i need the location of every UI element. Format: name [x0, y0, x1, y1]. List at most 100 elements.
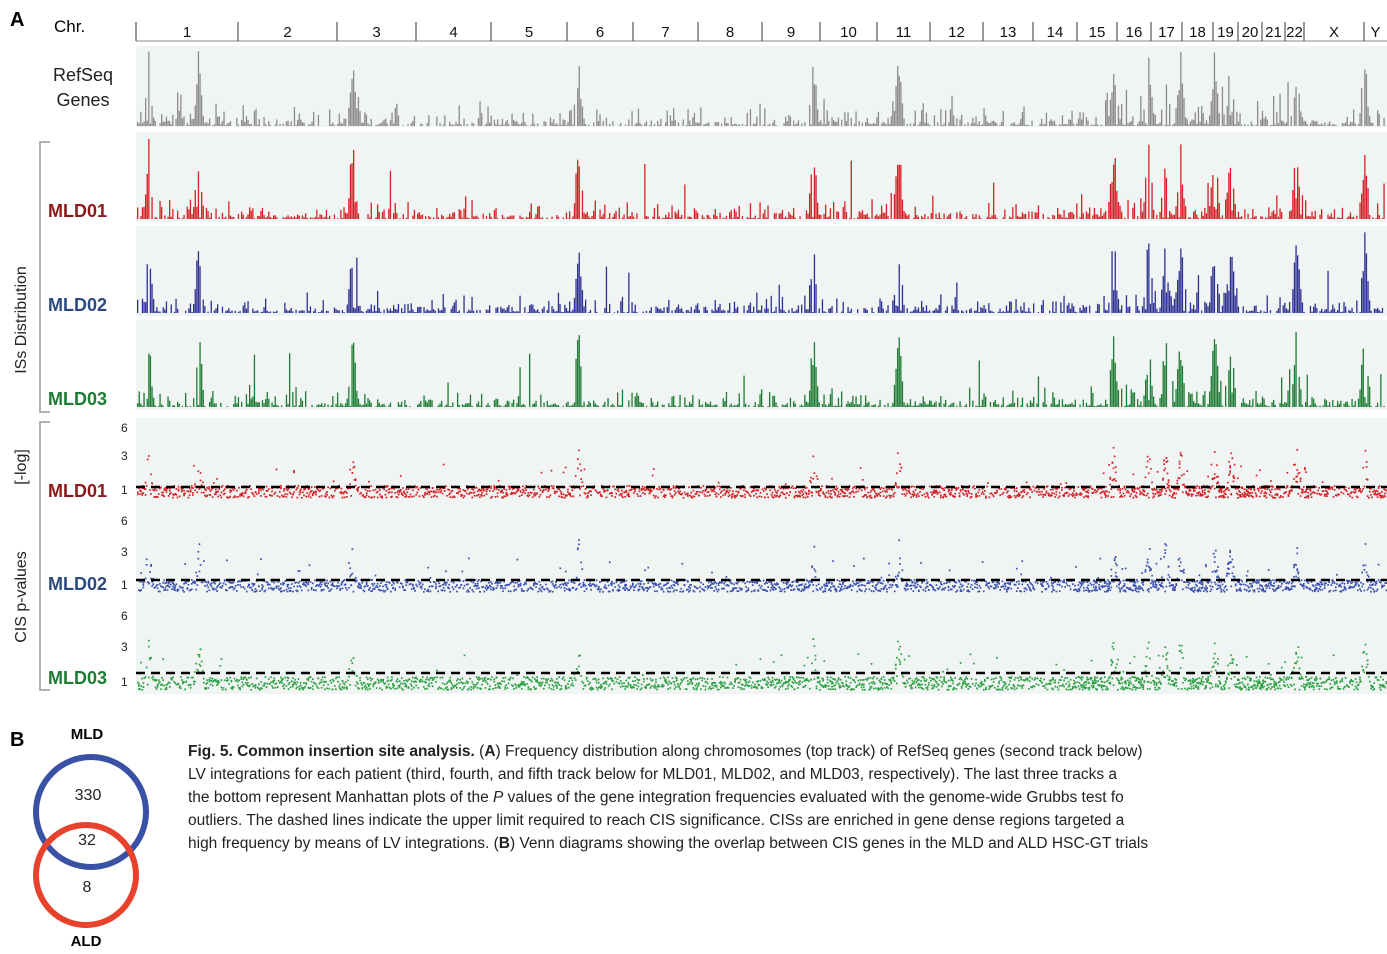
cis-point [207, 487, 210, 490]
cis-point [1047, 494, 1050, 497]
histogram-bar [989, 310, 992, 313]
cis-point [277, 580, 280, 583]
cis-point [1025, 481, 1028, 484]
cis-point [722, 494, 724, 497]
histogram-bar [353, 307, 355, 313]
cis-point [1299, 495, 1302, 497]
histogram-bar [188, 209, 190, 219]
cis-point [385, 581, 388, 583]
cis-point [363, 590, 366, 593]
cis-point [872, 489, 875, 491]
histogram-bar [361, 405, 363, 407]
cis-point [549, 494, 552, 497]
cis-point [275, 587, 278, 589]
histogram-bar [327, 310, 329, 313]
cis-point [184, 563, 186, 565]
histogram-bar [1095, 214, 1097, 219]
cis-point [282, 583, 284, 586]
cis-point [342, 579, 345, 582]
cis-point [156, 583, 159, 586]
histogram-bar [1124, 406, 1126, 407]
cis-point [1196, 492, 1198, 494]
cis-point [332, 480, 335, 483]
cis-point [804, 496, 807, 499]
histogram-bar [148, 138, 150, 219]
histogram-bar [748, 305, 750, 313]
histogram-bar [897, 306, 899, 313]
cis-point [948, 489, 951, 491]
cis-point [384, 486, 387, 489]
histogram-bar [649, 125, 651, 126]
histogram-bar [1305, 121, 1307, 126]
cis-point [424, 494, 426, 496]
histogram-bar [527, 217, 529, 219]
cis-point [390, 496, 392, 498]
histogram-bar [977, 301, 979, 313]
histogram-bar [1081, 119, 1083, 126]
histogram-bar [1153, 113, 1155, 126]
histogram-bar [1156, 124, 1158, 126]
cis-point [1017, 494, 1019, 496]
cis-point [396, 582, 399, 584]
cis-point [779, 487, 782, 490]
histogram-bar [338, 310, 340, 313]
histogram-bar [471, 200, 473, 219]
histogram-bar [1194, 112, 1196, 126]
histogram-bar [863, 405, 865, 407]
histogram-bar [724, 117, 726, 126]
chr-label-5: 5 [525, 24, 533, 41]
cis-point [325, 582, 327, 584]
cis-point [1008, 494, 1010, 497]
cis-point [837, 490, 840, 493]
histogram-bar [722, 217, 724, 219]
cis-point [196, 584, 199, 586]
histogram-bar [282, 217, 284, 219]
cis-point [404, 492, 406, 495]
cis-point [634, 490, 636, 492]
cis-point [388, 491, 391, 494]
cis-point [309, 496, 312, 499]
cis-point [1153, 487, 1156, 490]
cis-point [518, 495, 521, 498]
histogram-bar [285, 309, 288, 313]
histogram-bar [964, 405, 966, 407]
cis-point [154, 586, 157, 588]
histogram-bar [1245, 310, 1248, 313]
histogram-bar [681, 214, 683, 219]
cis-point [188, 589, 191, 592]
cis-point [713, 488, 716, 490]
cis-point [418, 495, 421, 498]
histogram-bar [505, 404, 507, 407]
cis-point [376, 496, 379, 499]
cis-point [601, 495, 603, 498]
cis-point [282, 581, 284, 584]
histogram-bar [271, 218, 273, 219]
cis-point [269, 494, 271, 496]
histogram-bar [1266, 119, 1268, 126]
cis-point [1146, 460, 1149, 463]
histogram-bar [175, 298, 177, 313]
cis-point [506, 494, 509, 497]
cis-point [1201, 493, 1204, 496]
histogram-bar [178, 110, 180, 126]
histogram-bar [1261, 110, 1264, 126]
histogram-bar [257, 216, 259, 219]
histogram-bar [917, 405, 920, 407]
cis-point [1006, 491, 1008, 494]
histogram-bar [1116, 381, 1118, 407]
cis-point [1250, 494, 1252, 497]
cis-point [348, 562, 350, 564]
histogram-bar [1228, 370, 1230, 407]
cis-point [641, 488, 644, 490]
cis-point [695, 492, 698, 495]
cis-point [808, 489, 810, 492]
histogram-bar [490, 115, 492, 126]
cis-point [151, 585, 153, 587]
histogram-bar [1364, 69, 1366, 126]
cis-point [947, 488, 950, 491]
cis-point [369, 587, 371, 589]
histogram-bar [895, 176, 897, 219]
histogram-bar [1169, 290, 1171, 313]
histogram-bar [1154, 403, 1156, 407]
cis-point [183, 493, 185, 495]
